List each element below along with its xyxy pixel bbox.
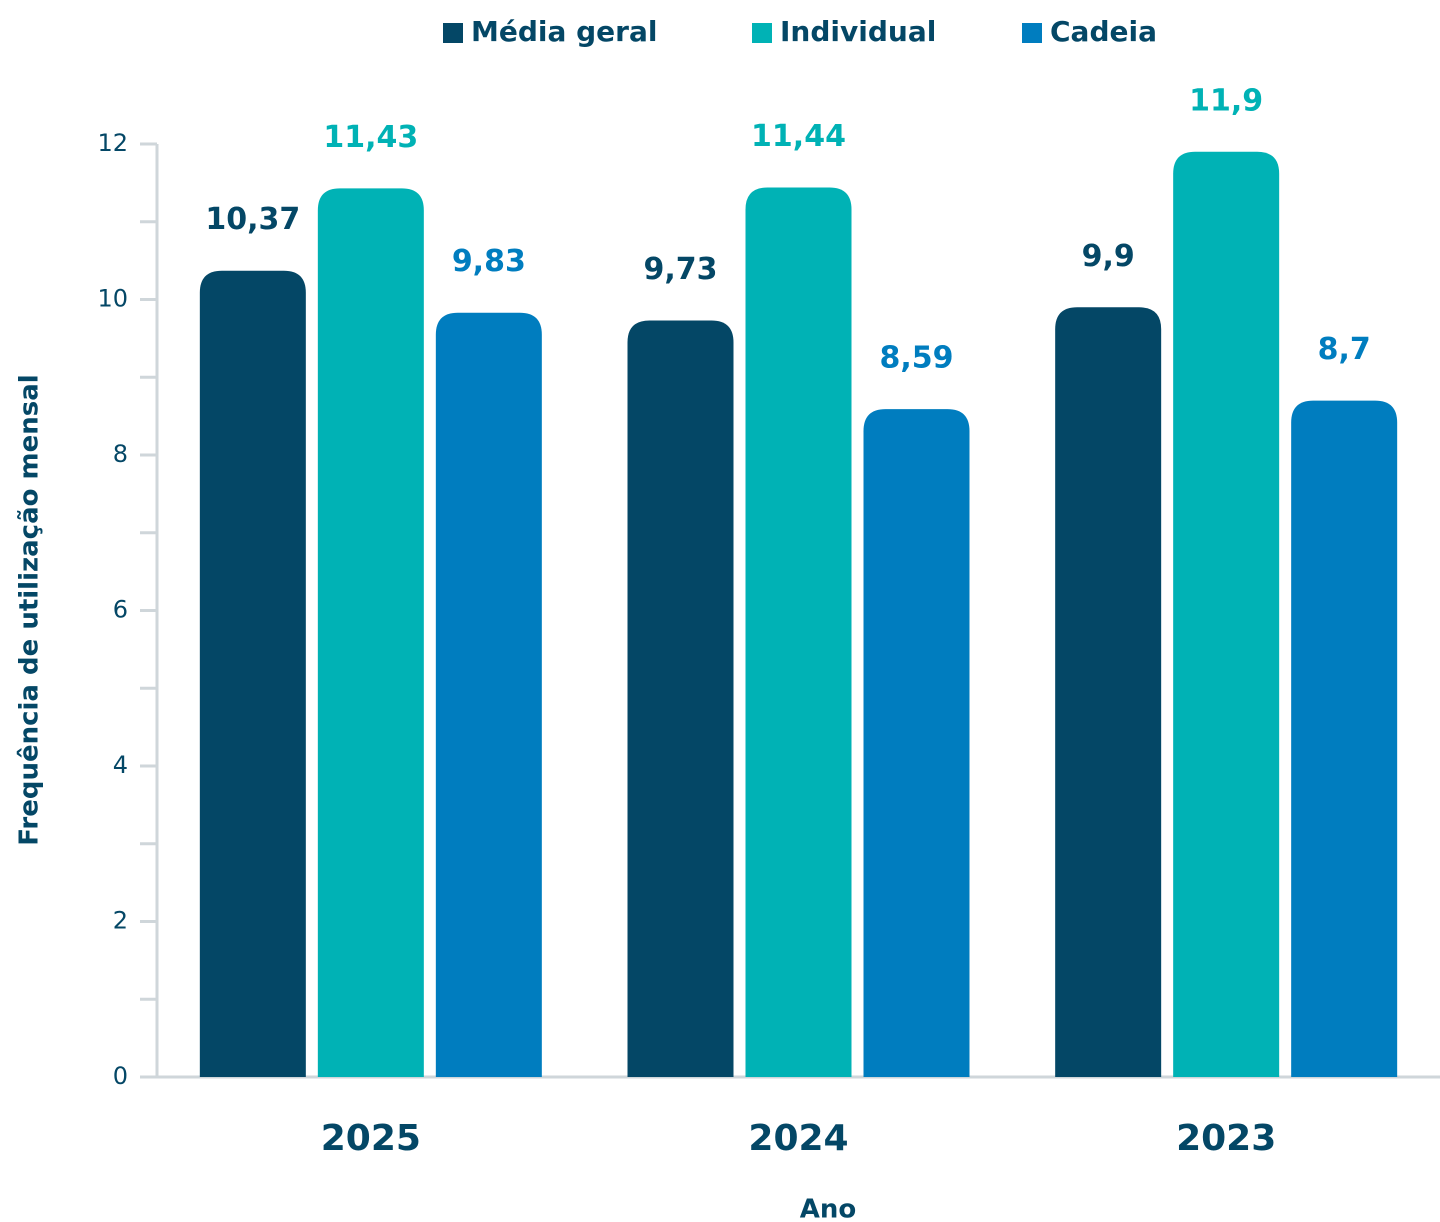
y-axis-title: Frequência de utilização mensal	[15, 374, 45, 845]
y-tick-label: 6	[113, 596, 128, 624]
value-label: 11,9	[1189, 83, 1263, 118]
legend-swatch	[752, 23, 772, 43]
x-tick-label: 2025	[321, 1118, 421, 1159]
y-tick-label: 2	[113, 907, 128, 935]
value-label: 8,7	[1318, 332, 1371, 367]
bar	[1173, 151, 1280, 1077]
y-tick-label: 10	[97, 285, 128, 313]
value-label: 10,37	[205, 202, 300, 237]
legend-label: Média geral	[471, 15, 657, 48]
bar	[863, 409, 970, 1077]
bar	[317, 188, 424, 1077]
y-tick-label: 12	[97, 129, 128, 157]
y-tick-label: 8	[113, 440, 128, 468]
y-tick-label: 4	[113, 751, 128, 779]
bar	[199, 270, 306, 1077]
value-label: 8,59	[879, 341, 953, 376]
bar	[745, 187, 852, 1078]
x-axis-title: Ano	[800, 1195, 857, 1222]
x-tick-label: 2024	[748, 1118, 848, 1159]
x-tick-label: 2023	[1176, 1118, 1276, 1159]
bar	[627, 320, 734, 1077]
legend-swatch	[1022, 23, 1042, 43]
value-label: 9,9	[1082, 239, 1135, 274]
y-tick-label: 0	[113, 1062, 128, 1090]
legend-swatch	[443, 23, 463, 43]
legend-label: Cadeia	[1050, 15, 1157, 48]
bar	[1291, 400, 1398, 1077]
bar	[1055, 307, 1162, 1077]
bar	[435, 312, 542, 1077]
value-label: 11,43	[323, 120, 418, 155]
value-label: 9,73	[643, 252, 717, 287]
value-label: 11,44	[751, 119, 846, 154]
value-label: 9,83	[452, 244, 526, 279]
legend-label: Individual	[780, 15, 936, 48]
